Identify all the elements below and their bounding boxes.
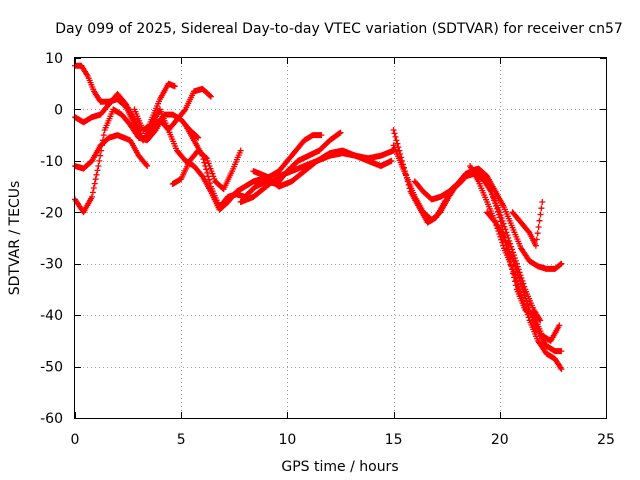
x-tick-label: 0 (71, 432, 80, 448)
y-tick-label: -60 (40, 411, 63, 427)
y-tick-label: -10 (40, 154, 63, 170)
series-track-g (169, 147, 244, 193)
x-tick-label: 5 (177, 432, 186, 448)
plot-frame (74, 57, 607, 419)
y-tick-label: 10 (45, 51, 63, 67)
y-tick-label: -50 (40, 360, 63, 376)
point-markers (169, 147, 244, 193)
data-points (72, 62, 565, 373)
point-markers (484, 209, 565, 355)
series-track-i (250, 147, 395, 190)
y-tick-label: -30 (40, 257, 63, 273)
series-track-o (509, 199, 546, 249)
x-tick-label: 15 (385, 432, 403, 448)
y-tick-label: 0 (54, 102, 63, 118)
grid-lines (75, 58, 606, 418)
x-tick-label: 25 (597, 432, 615, 448)
y-tick-label: -20 (40, 205, 63, 221)
point-markers (509, 199, 546, 249)
x-tick-label: 10 (278, 432, 296, 448)
x-axis-title: GPS time / hours (281, 459, 398, 475)
axis-ticks: 0 5 10 15 20 25 -60 -50 -40 -30 -20 -10 0 10 (40, 51, 615, 448)
series-track-n (484, 209, 565, 355)
chart-title: Day 099 of 2025, Sidereal Day-to-day VTE… (55, 21, 623, 37)
y-axis-title: SDTVAR / TECUs (7, 181, 23, 296)
point-markers (250, 147, 395, 190)
x-tick-label: 20 (491, 432, 509, 448)
y-tick-label: -40 (40, 308, 63, 324)
